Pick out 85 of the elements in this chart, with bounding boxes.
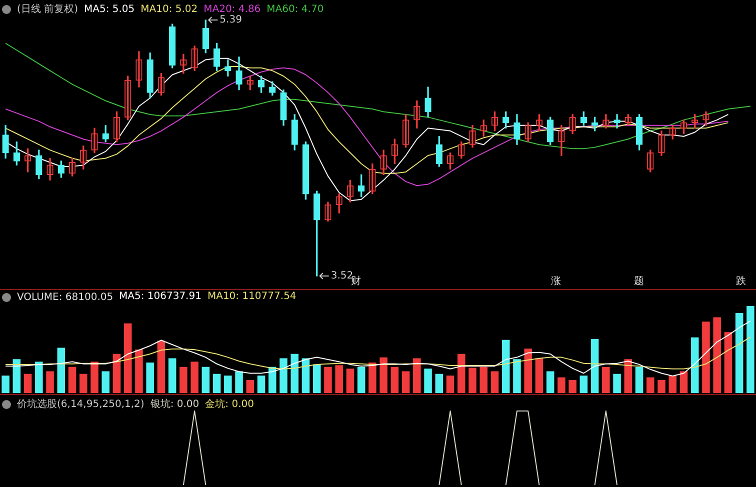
- bar: [12, 359, 21, 393]
- bar: [112, 354, 121, 393]
- bar: [546, 371, 554, 393]
- bar: [413, 358, 421, 393]
- bar: [146, 362, 154, 393]
- bar: [613, 374, 621, 393]
- bar: [35, 362, 43, 393]
- bar: [280, 358, 288, 393]
- bar: [368, 362, 376, 393]
- bar: [524, 348, 532, 393]
- bar: [446, 376, 454, 393]
- bar: [268, 366, 276, 393]
- text: MA20: 4.86: [204, 4, 261, 14]
- bar: [302, 358, 310, 393]
- bar: [180, 366, 188, 393]
- bar: [702, 322, 710, 393]
- bar: [735, 312, 744, 393]
- text: MA10: 5.02: [140, 4, 198, 14]
- bar: [2, 376, 10, 393]
- bar: [457, 354, 466, 393]
- text: MA10: 110777.54: [207, 291, 296, 302]
- annotation: 涨: [550, 274, 562, 288]
- bar: [558, 377, 566, 393]
- bar: [190, 362, 198, 393]
- annotation: 财: [351, 276, 362, 288]
- bar: [658, 380, 666, 393]
- bar: [390, 366, 399, 393]
- bar: [346, 368, 354, 393]
- chart-title: (日线 前复权): [17, 2, 78, 16]
- bar: [257, 376, 266, 393]
- bar: [290, 354, 299, 393]
- bar: [324, 366, 332, 393]
- bar: [502, 340, 510, 393]
- bar: [468, 368, 476, 393]
- bar: [124, 323, 132, 393]
- bar: [57, 348, 66, 393]
- annotation: 3.52: [330, 270, 354, 282]
- bar: [357, 366, 366, 393]
- series-label: 银坑: 0.00: [150, 398, 200, 411]
- bar: [535, 358, 544, 393]
- bar: [235, 371, 243, 393]
- bar: [435, 374, 444, 393]
- annotation: 跌: [735, 274, 747, 288]
- bar: [646, 377, 654, 393]
- bar: [212, 374, 221, 393]
- bar: [490, 371, 499, 393]
- bar: [79, 374, 88, 393]
- bar: [602, 366, 610, 393]
- bar: [513, 359, 521, 393]
- bar: [746, 306, 754, 393]
- bar: [480, 366, 488, 393]
- bar: [690, 337, 699, 393]
- bar: [312, 364, 321, 393]
- bar: [635, 366, 644, 393]
- bar: [680, 371, 688, 393]
- text: MA5: 106737.91: [119, 291, 202, 302]
- bar: [590, 339, 599, 393]
- annotation: 5.39: [220, 14, 242, 26]
- bar: [90, 362, 98, 393]
- bar: [224, 376, 232, 393]
- chart-title: 价坑选股(6,14,95,250,1,2): [17, 398, 144, 411]
- bar: [380, 357, 388, 393]
- bar: [24, 374, 32, 393]
- annotation: 题: [633, 275, 645, 288]
- bar: [168, 358, 176, 393]
- bar: [580, 376, 588, 393]
- text: MA5: 5.05: [84, 4, 135, 14]
- bar: [202, 366, 210, 393]
- bar: [402, 371, 410, 393]
- bar: [46, 371, 54, 393]
- bar: [624, 359, 632, 393]
- bar: [246, 380, 254, 393]
- bar: [68, 366, 76, 393]
- bar: [568, 380, 576, 393]
- bar: [102, 371, 110, 393]
- bar: [424, 368, 432, 393]
- bar: [724, 332, 732, 393]
- bar: [135, 350, 143, 393]
- bar: [335, 365, 343, 393]
- text: VOLUME: 68100.05: [17, 292, 114, 303]
- bar: [713, 317, 721, 393]
- bar: [157, 340, 166, 393]
- bar: [668, 376, 677, 393]
- text: MA60: 4.70: [266, 4, 324, 14]
- legend-label: 金坑: 0.00: [205, 398, 254, 411]
